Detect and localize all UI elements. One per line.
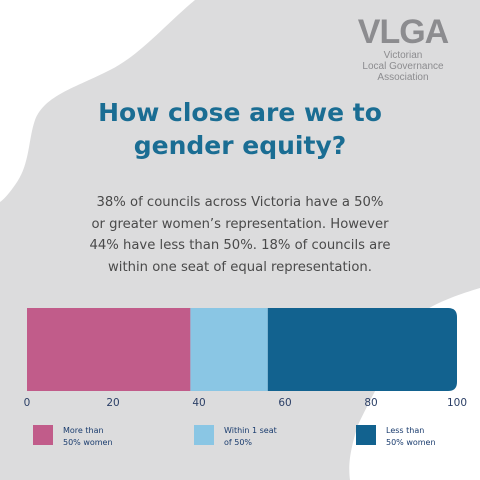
title-line-2: gender equity? [133,131,347,160]
x-tick-label: 100 [447,397,467,409]
vlga-logo: VLGA Victorian Local Governance Associat… [348,14,458,83]
logo-line-2: Local Governance [362,61,444,72]
legend-label-more-than-50: More than 50% women [63,425,113,449]
legend-label-line: 50% women [386,438,436,447]
x-tick-label: 60 [278,397,291,409]
description-text: 38% of councils across Victoria have a 5… [55,192,425,278]
legend-label-line: Less than [386,426,425,435]
x-tick-label: 0 [24,397,31,409]
title-line-1: How close are we to [98,98,382,127]
body-line-1: 38% of councils across Victoria have a 5… [96,195,384,210]
logo-line-1: Victorian [383,50,423,61]
legend-label-within-1-seat: Within 1 seat of 50% [224,425,277,449]
legend-label-line: Within 1 seat [224,426,277,435]
x-tick-label: 40 [192,397,205,409]
legend-swatch-more-than-50 [33,425,53,445]
legend-swatch-within-1-seat [194,425,214,445]
bar-segment-2 [190,308,268,391]
x-tick-label: 80 [364,397,377,409]
white-blob-left [0,0,195,202]
legend-label-line: 50% women [63,438,113,447]
page-title: How close are we to gender equity? [40,96,440,162]
legend-label-line: of 50% [224,438,253,447]
body-line-3: 44% have less than 50%. 18% of councils … [89,238,391,253]
legend-label-line: More than [63,426,104,435]
legend-swatch-less-than-50 [356,425,376,445]
legend-item-less-than-50: Less than 50% women [356,425,436,449]
legend-item-more-than-50: More than 50% women [33,425,113,449]
bar-segment-1 [27,308,191,391]
legend-label-less-than-50: Less than 50% women [386,425,436,449]
stacked-bar-chart: 0 20 40 60 80 100 [24,308,467,409]
body-line-2: or greater women’s representation. Howev… [91,216,389,232]
logo-line-3: Association [377,72,429,83]
legend-item-within-1-seat: Within 1 seat of 50% [194,425,277,449]
logo-mark: VLGA [357,13,449,51]
bar-segment-3 [267,308,457,391]
body-line-4: within one seat of equal representation. [108,259,372,275]
x-tick-label: 20 [106,397,119,409]
